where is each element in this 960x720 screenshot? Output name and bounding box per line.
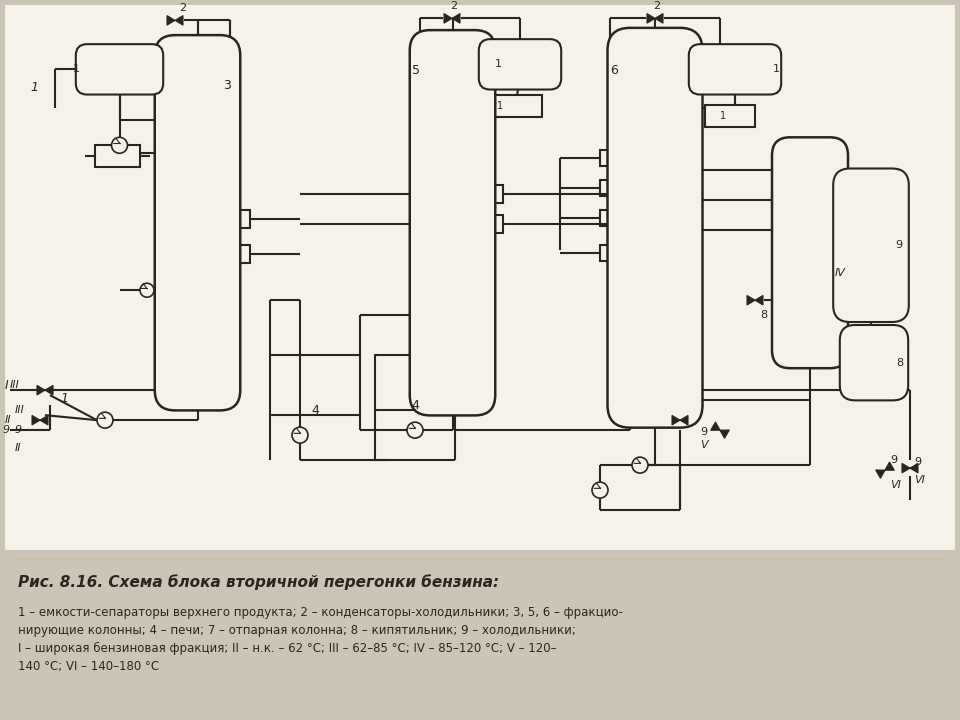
Text: 1: 1: [495, 59, 502, 69]
Text: 1: 1: [720, 112, 726, 121]
Bar: [270, 355, 360, 415]
Text: 9: 9: [700, 427, 708, 437]
Bar: [475, 185, 503, 203]
Circle shape: [592, 482, 608, 498]
Text: 1: 1: [60, 392, 68, 405]
FancyBboxPatch shape: [772, 138, 848, 368]
Text: 8: 8: [896, 358, 903, 368]
Text: 9: 9: [914, 457, 922, 467]
Text: II: II: [15, 443, 21, 453]
Polygon shape: [305, 373, 325, 385]
Text: нирующие колонны; 4 – печи; 7 – отпарная колонна; 8 – кипятильник; 9 – холодильн: нирующие колонны; 4 – печи; 7 – отпарная…: [18, 624, 576, 636]
Text: 8: 8: [760, 310, 767, 320]
Text: 5: 5: [412, 64, 420, 77]
FancyBboxPatch shape: [410, 30, 495, 415]
Text: 2: 2: [450, 1, 457, 12]
Bar: [600, 246, 630, 261]
Polygon shape: [444, 14, 460, 23]
Polygon shape: [902, 464, 918, 473]
FancyBboxPatch shape: [840, 325, 908, 400]
Bar: [705, 105, 755, 127]
Text: 1: 1: [73, 64, 80, 74]
Polygon shape: [647, 14, 663, 23]
Circle shape: [140, 283, 154, 297]
Bar: [220, 246, 250, 264]
Text: 9: 9: [890, 455, 898, 465]
FancyBboxPatch shape: [76, 44, 163, 94]
Text: I – широкая бензиновая фракция; II – н.к. – 62 °С; III – 62–85 °С; IV – 85–120 °: I – широкая бензиновая фракция; II – н.к…: [18, 642, 557, 654]
Text: 3: 3: [223, 78, 230, 92]
Text: VI: VI: [914, 475, 924, 485]
Bar: [5, 5, 955, 550]
Bar: [600, 210, 630, 226]
FancyBboxPatch shape: [155, 35, 240, 410]
Bar: [600, 150, 630, 166]
Bar: [600, 180, 630, 197]
Text: IV: IV: [835, 268, 846, 278]
Polygon shape: [747, 295, 763, 305]
Text: 2: 2: [179, 4, 186, 14]
Text: 4: 4: [311, 404, 319, 417]
Polygon shape: [32, 415, 48, 425]
Polygon shape: [710, 422, 730, 438]
Text: 9: 9: [3, 425, 11, 435]
FancyBboxPatch shape: [833, 168, 909, 322]
Bar: [95, 145, 140, 167]
Text: 2: 2: [653, 1, 660, 12]
Text: II: II: [5, 415, 12, 425]
Text: 1: 1: [30, 81, 38, 94]
FancyBboxPatch shape: [608, 28, 703, 428]
Text: V: V: [700, 440, 708, 450]
Bar: [475, 215, 503, 233]
Circle shape: [292, 427, 308, 443]
Text: 9: 9: [895, 240, 902, 251]
Text: 6: 6: [610, 64, 618, 77]
Polygon shape: [167, 16, 183, 25]
Text: 140 °С; VI – 140–180 °С: 140 °С; VI – 140–180 °С: [18, 660, 159, 672]
Polygon shape: [37, 385, 53, 395]
FancyBboxPatch shape: [688, 44, 781, 94]
Text: VI: VI: [890, 480, 900, 490]
FancyBboxPatch shape: [479, 39, 562, 89]
Bar: [492, 95, 542, 117]
Text: 4: 4: [411, 399, 419, 412]
Text: 1: 1: [773, 64, 780, 74]
Polygon shape: [672, 415, 688, 425]
Text: Рис. 8.16. Схема блока вторичной перегонки бензина:: Рис. 8.16. Схема блока вторичной перегон…: [18, 575, 499, 590]
Circle shape: [111, 138, 128, 153]
Circle shape: [632, 457, 648, 473]
Circle shape: [97, 412, 113, 428]
Text: III: III: [15, 405, 25, 415]
Text: I: I: [5, 379, 9, 392]
Bar: [220, 210, 250, 228]
Bar: [5, 560, 955, 715]
Text: 1 – емкости-сепараторы верхнего продукта; 2 – конденсаторы-холодильники; 3, 5, 6: 1 – емкости-сепараторы верхнего продукта…: [18, 606, 623, 618]
Polygon shape: [876, 462, 895, 478]
Text: III: III: [10, 380, 20, 390]
Circle shape: [407, 422, 423, 438]
Text: 9: 9: [15, 425, 22, 435]
Bar: [375, 355, 455, 410]
Text: 1: 1: [497, 102, 503, 112]
